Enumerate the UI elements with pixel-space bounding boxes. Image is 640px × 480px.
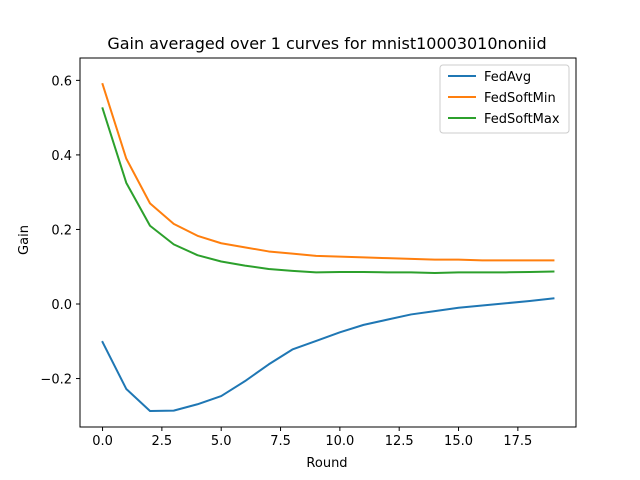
y-tick-label: 0.4 (51, 149, 72, 164)
series-line-fedsoftmin (101, 82, 555, 262)
legend-box (439, 64, 570, 134)
plot-area (101, 82, 555, 412)
legend-label-fedsoftmax: FedSoftMax (484, 112, 560, 127)
axis-ticks: 0.0 2.5 5.0 7.5 10.0 12.5 15.0 17.5 −0.2 0.0 0.2 0.… (40, 74, 532, 449)
legend-label-fedsoftmin: FedSoftMin (484, 91, 556, 106)
chart-title: Gain averaged over 1 curves for mnist100… (107, 34, 546, 53)
y-axis-label: Gain (17, 225, 32, 255)
x-tick-label: 2.5 (152, 434, 173, 449)
x-tick-label: 5.0 (211, 434, 232, 449)
x-tick-label: 7.5 (270, 434, 291, 449)
series-line-fedavg (101, 297, 555, 412)
y-tick-label: −0.2 (40, 373, 72, 388)
plot-frame (79, 57, 577, 428)
x-tick-label: 17.5 (503, 434, 532, 449)
x-axis-label: Round (306, 456, 347, 471)
x-tick-label: 15.0 (444, 434, 473, 449)
x-tick-label: 0.0 (92, 434, 113, 449)
y-tick-label: 0.6 (51, 74, 72, 89)
series-line-fedsoftmax (101, 107, 555, 275)
y-tick-label: 0.2 (51, 223, 72, 238)
legend: FedAvg FedSoftMin FedSoftMax (439, 64, 570, 134)
legend-label-fedavg: FedAvg (484, 70, 531, 85)
x-tick-label: 10.0 (325, 434, 354, 449)
x-tick-label: 12.5 (385, 434, 414, 449)
y-tick-label: 0.0 (51, 298, 72, 313)
